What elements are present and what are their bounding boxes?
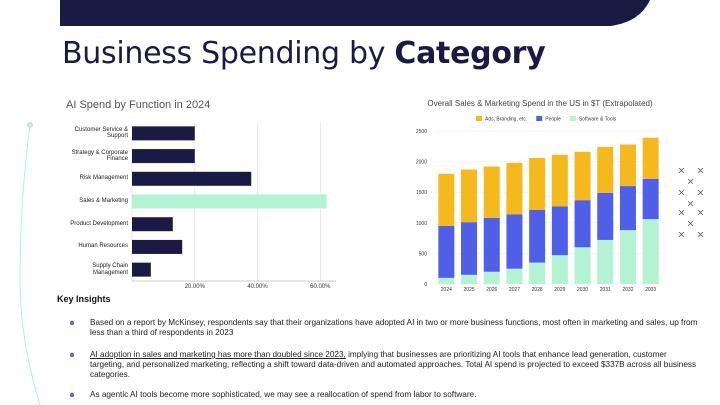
category-label: Risk Management [79,175,128,182]
bar-segment [551,154,568,207]
bar-segment [597,239,614,284]
bar-segment [506,162,523,215]
bar [132,149,195,164]
decor-curve [19,124,41,405]
bar-segment [483,217,500,272]
legend-label: Software & Tools [579,117,617,123]
bar-segment [619,230,636,284]
x-tick-label: 2026 [486,287,497,293]
x-tick-label: 60.00% [310,284,331,290]
bar-segment [438,173,455,226]
bullet-dot [70,393,74,397]
x-tick-label: 2031 [600,287,611,293]
y-tick-label: 500 [419,251,428,257]
bar-segment [461,222,478,275]
top-band [60,0,650,26]
heading-bold: Category [394,36,546,71]
bar-segment [642,178,659,220]
y-tick-label: 1500 [416,190,427,196]
bar-segment [619,144,636,187]
heading-text: Business Spending by [62,36,395,71]
x-tick-label: 2027 [509,287,520,293]
bullet-dot [70,321,74,325]
bar-segment [551,206,568,256]
heading: Business Spending by Category [62,36,546,71]
decor-dot [27,122,33,128]
legend-label: Ads, Branding, etc. [485,117,527,123]
decor-crosses [678,167,704,238]
category-label: Strategy & Corporate Finance [71,149,128,163]
insights-title: Key Insights [57,294,111,304]
bar-segment [461,169,478,223]
bar-segment [551,255,568,284]
y-tick-label: 0 [424,282,427,288]
bar-segment [461,274,478,284]
y-tick-label: 1000 [416,221,427,227]
bar-segment [438,277,455,284]
category-label: Supply Chain Management [92,263,128,276]
x-tick-label: 2028 [532,287,543,293]
category-label: Product Development [70,220,128,227]
x-tick-label: 2032 [622,287,633,293]
chart-title: Overall Sales & Marketing Spend in the U… [427,99,653,108]
bar-segment [597,146,614,193]
x-tick-label: 2030 [577,287,588,293]
bar-segment [597,192,614,240]
bar-segment [483,271,500,284]
bar-segment [506,268,523,284]
bar-segment [642,137,659,179]
legend-swatch [536,116,543,121]
bar [132,171,252,186]
bullet-dot [70,353,74,357]
x-tick-label: 40.00% [247,284,268,290]
bar [132,194,327,209]
bullet-text: AI adoption in sales and marketing has m… [90,350,700,380]
bar-segment [529,209,546,263]
bar-segment [574,200,591,248]
bullet-body: Based on a report by McKinsey, responden… [90,318,698,337]
bullet-text: As agentic AI tools become more sophisti… [90,390,700,400]
bullet-underlined: AI adoption in sales and marketing has m… [90,350,346,359]
bullet-text: Based on a report by McKinsey, responden… [90,318,700,338]
bar-segment [574,151,591,201]
bar-segment [506,214,523,269]
bar-segment [483,166,500,218]
bar [132,217,173,232]
bar [132,262,151,277]
x-tick-label: 2029 [554,287,565,293]
legend-swatch [476,116,482,121]
bar-segment [642,219,659,284]
x-tick-label: 2025 [463,287,474,293]
category-label: Customer Service & Support [74,126,128,140]
y-tick-label: 2000 [416,160,427,166]
y-tick-label: 2500 [416,129,427,135]
bar-segment [438,225,455,278]
bar-segment [619,186,636,231]
bullet-body: implying that businesses are prioritizin… [90,350,697,379]
bar-segment [529,262,546,284]
x-tick-label: 20.00% [185,284,206,290]
legend-swatch [569,116,576,121]
legend-label: People [545,117,561,123]
category-label: Sales & Marketing [79,198,128,204]
bar [132,126,195,141]
bar-segment [529,157,546,210]
bar-segment [574,247,591,284]
bar [132,239,183,254]
x-tick-label: 2033 [645,287,656,293]
chart-title: AI Spend by Function in 2024 [66,99,210,111]
x-tick-label: 2024 [441,287,452,293]
category-label: Human Resources [78,243,128,250]
bullet-body: As agentic AI tools become more sophisti… [90,390,477,399]
